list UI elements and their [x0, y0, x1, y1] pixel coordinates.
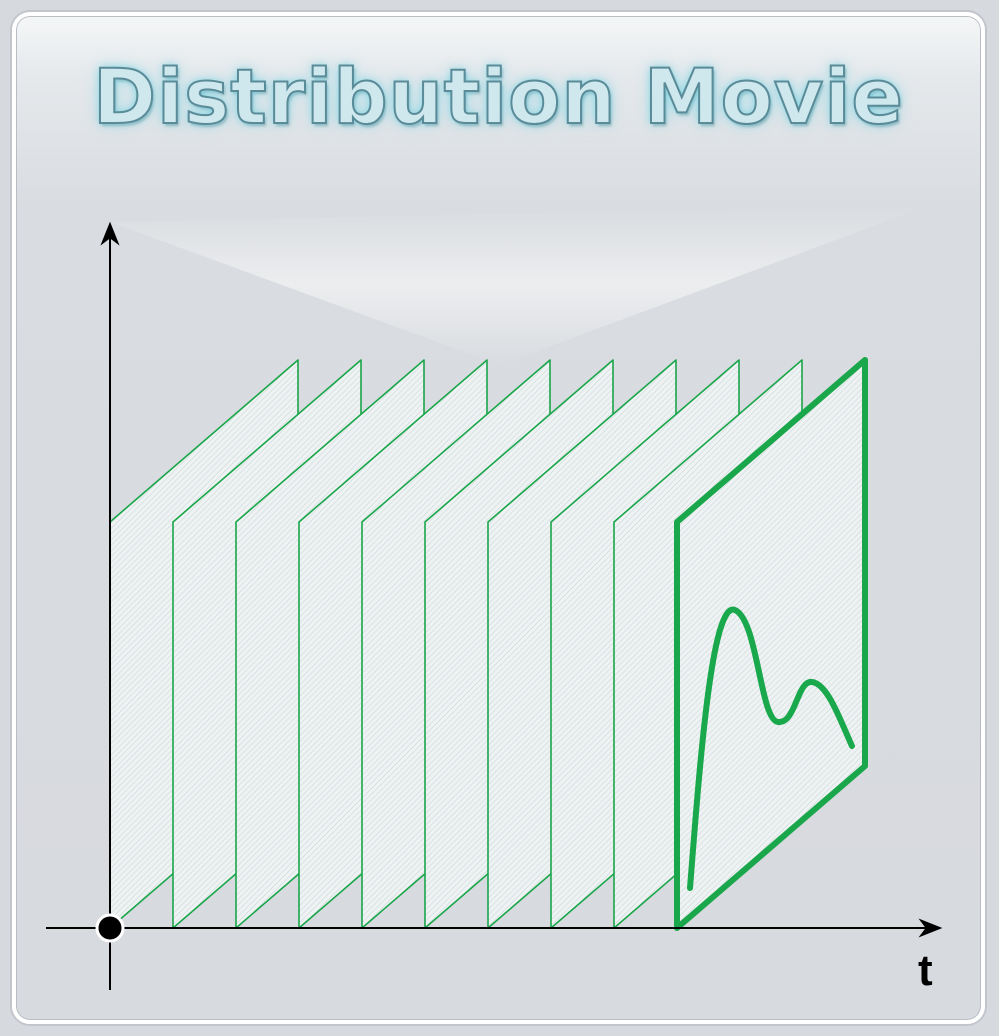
- x-axis-label: t: [918, 946, 933, 995]
- page-title: Distribution Movie: [92, 51, 904, 142]
- light-beam: [110, 205, 930, 365]
- frame-highlighted: [674, 357, 868, 931]
- frames-stack: [109, 357, 868, 931]
- origin-point: [95, 913, 125, 943]
- distribution-curve: [687, 606, 855, 891]
